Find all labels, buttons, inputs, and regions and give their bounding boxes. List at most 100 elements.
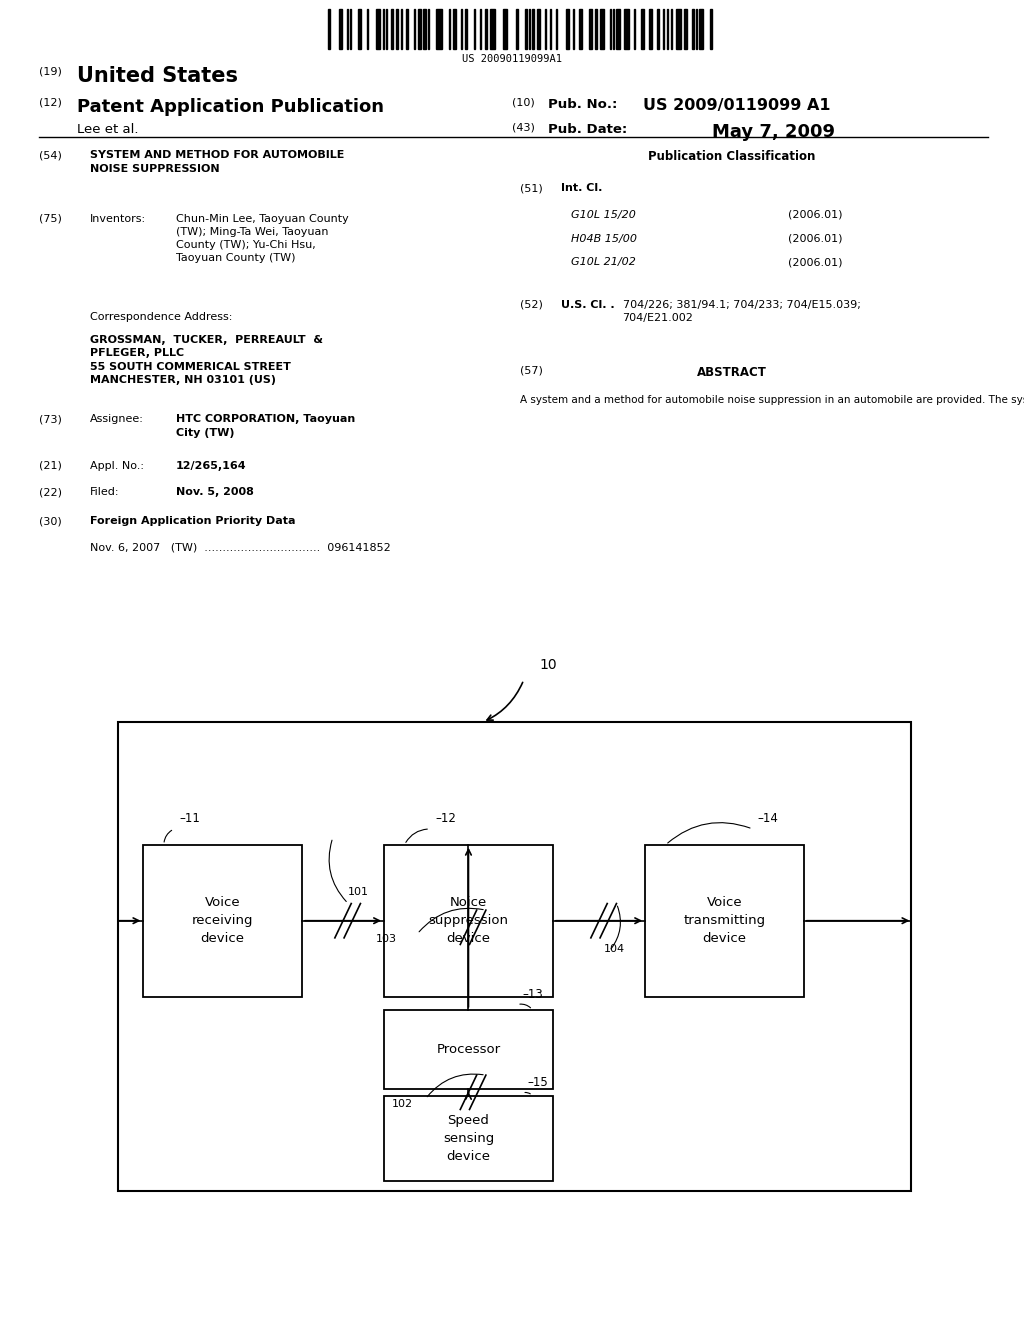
Bar — [550, 9, 551, 49]
Text: Inventors:: Inventors: — [90, 214, 146, 224]
Bar — [545, 9, 546, 49]
Bar — [503, 9, 507, 49]
Bar — [453, 9, 456, 49]
Bar — [436, 9, 441, 49]
Bar — [572, 9, 573, 49]
Bar — [376, 9, 380, 49]
Bar — [625, 9, 629, 49]
Bar — [664, 9, 665, 49]
Bar — [450, 9, 451, 49]
Text: (52): (52) — [520, 300, 543, 310]
Text: (43): (43) — [512, 123, 535, 133]
Text: (21): (21) — [39, 461, 61, 471]
Text: Chun-Min Lee, Taoyuan County
(TW); Ming-Ta Wei, Taoyuan
County (TW); Yu-Chi Hsu,: Chun-Min Lee, Taoyuan County (TW); Ming-… — [176, 214, 349, 264]
Bar — [528, 9, 529, 49]
Text: (57): (57) — [520, 366, 543, 376]
Bar — [339, 9, 342, 49]
Bar — [414, 9, 415, 49]
Text: Nov. 5, 2008: Nov. 5, 2008 — [176, 487, 254, 498]
Bar — [645, 845, 804, 997]
Text: Int. Cl.: Int. Cl. — [561, 183, 602, 194]
Text: Processor: Processor — [436, 1043, 501, 1056]
Text: 704/226; 381/94.1; 704/233; 704/E15.039;
704/E21.002: 704/226; 381/94.1; 704/233; 704/E15.039;… — [623, 300, 860, 323]
Text: Publication Classification: Publication Classification — [648, 150, 816, 164]
Text: Pub. No.:: Pub. No.: — [548, 98, 617, 111]
Bar — [143, 845, 302, 997]
Bar — [466, 9, 467, 49]
Text: (2006.01): (2006.01) — [788, 257, 843, 268]
Text: 10: 10 — [540, 657, 557, 672]
Text: (2006.01): (2006.01) — [788, 234, 843, 244]
Bar — [386, 9, 387, 49]
Bar — [480, 9, 481, 49]
Text: –14: –14 — [758, 812, 778, 825]
Text: 12/265,164: 12/265,164 — [176, 461, 247, 471]
Text: Voice
transmitting
device: Voice transmitting device — [683, 896, 766, 945]
Text: (2006.01): (2006.01) — [788, 210, 843, 220]
Bar — [676, 9, 681, 49]
Text: Filed:: Filed: — [90, 487, 120, 498]
Bar — [461, 9, 462, 49]
Text: –12: –12 — [435, 812, 456, 825]
Text: (51): (51) — [520, 183, 543, 194]
Text: Lee et al.: Lee et al. — [77, 123, 138, 136]
Text: GROSSMAN,  TUCKER,  PERREAULT  &
PFLEGER, PLLC
55 SOUTH COMMERICAL STREET
MANCHE: GROSSMAN, TUCKER, PERREAULT & PFLEGER, P… — [90, 335, 324, 385]
Text: Patent Application Publication: Patent Application Publication — [77, 98, 384, 116]
Text: SYSTEM AND METHOD FOR AUTOMOBILE
NOISE SUPPRESSION: SYSTEM AND METHOD FOR AUTOMOBILE NOISE S… — [90, 150, 344, 174]
Bar — [600, 9, 604, 49]
Text: Nov. 6, 2007   (TW)  ................................  096141852: Nov. 6, 2007 (TW) ......................… — [90, 543, 391, 553]
Bar — [423, 9, 426, 49]
Bar — [649, 9, 652, 49]
Bar — [566, 9, 569, 49]
Bar — [616, 9, 620, 49]
Bar — [395, 9, 398, 49]
Bar — [579, 9, 583, 49]
Text: H04B 15/00: H04B 15/00 — [571, 234, 637, 244]
Text: (75): (75) — [39, 214, 61, 224]
Text: (54): (54) — [39, 150, 61, 161]
Bar — [358, 9, 360, 49]
Text: United States: United States — [77, 66, 238, 86]
Bar — [383, 9, 384, 49]
Text: Foreign Application Priority Data: Foreign Application Priority Data — [90, 516, 296, 527]
Bar — [667, 9, 668, 49]
Text: Correspondence Address:: Correspondence Address: — [90, 312, 232, 322]
Bar — [473, 9, 475, 49]
Text: (10): (10) — [512, 98, 535, 108]
Text: Assignee:: Assignee: — [90, 414, 144, 425]
Text: 104: 104 — [604, 945, 626, 954]
Bar — [384, 1010, 553, 1089]
Bar — [118, 722, 911, 1191]
Text: Voice
receiving
device: Voice receiving device — [191, 896, 254, 945]
Text: –15: –15 — [527, 1076, 548, 1089]
Text: (22): (22) — [39, 487, 61, 498]
Bar — [531, 9, 535, 49]
Bar — [641, 9, 644, 49]
Bar — [485, 9, 487, 49]
Text: –13: –13 — [522, 987, 543, 1001]
Bar — [589, 9, 592, 49]
Bar — [672, 9, 673, 49]
Text: ABSTRACT: ABSTRACT — [697, 366, 767, 379]
Bar — [384, 845, 553, 997]
Text: (12): (12) — [39, 98, 61, 108]
Bar — [595, 9, 597, 49]
Bar — [634, 9, 635, 49]
Text: (30): (30) — [39, 516, 61, 527]
Bar — [406, 9, 408, 49]
Text: Appl. No.:: Appl. No.: — [90, 461, 144, 471]
Bar — [489, 9, 496, 49]
Text: G10L 15/20: G10L 15/20 — [571, 210, 636, 220]
Bar — [516, 9, 518, 49]
Bar — [610, 9, 611, 49]
Bar — [613, 9, 614, 49]
Text: HTC CORPORATION, Taoyuan
City (TW): HTC CORPORATION, Taoyuan City (TW) — [176, 414, 355, 438]
Bar — [428, 9, 429, 49]
Bar — [692, 9, 693, 49]
Bar — [684, 9, 686, 49]
Bar — [695, 9, 696, 49]
Bar — [419, 9, 421, 49]
Bar — [384, 1096, 553, 1181]
Bar — [525, 9, 526, 49]
Text: –11: –11 — [179, 812, 200, 825]
